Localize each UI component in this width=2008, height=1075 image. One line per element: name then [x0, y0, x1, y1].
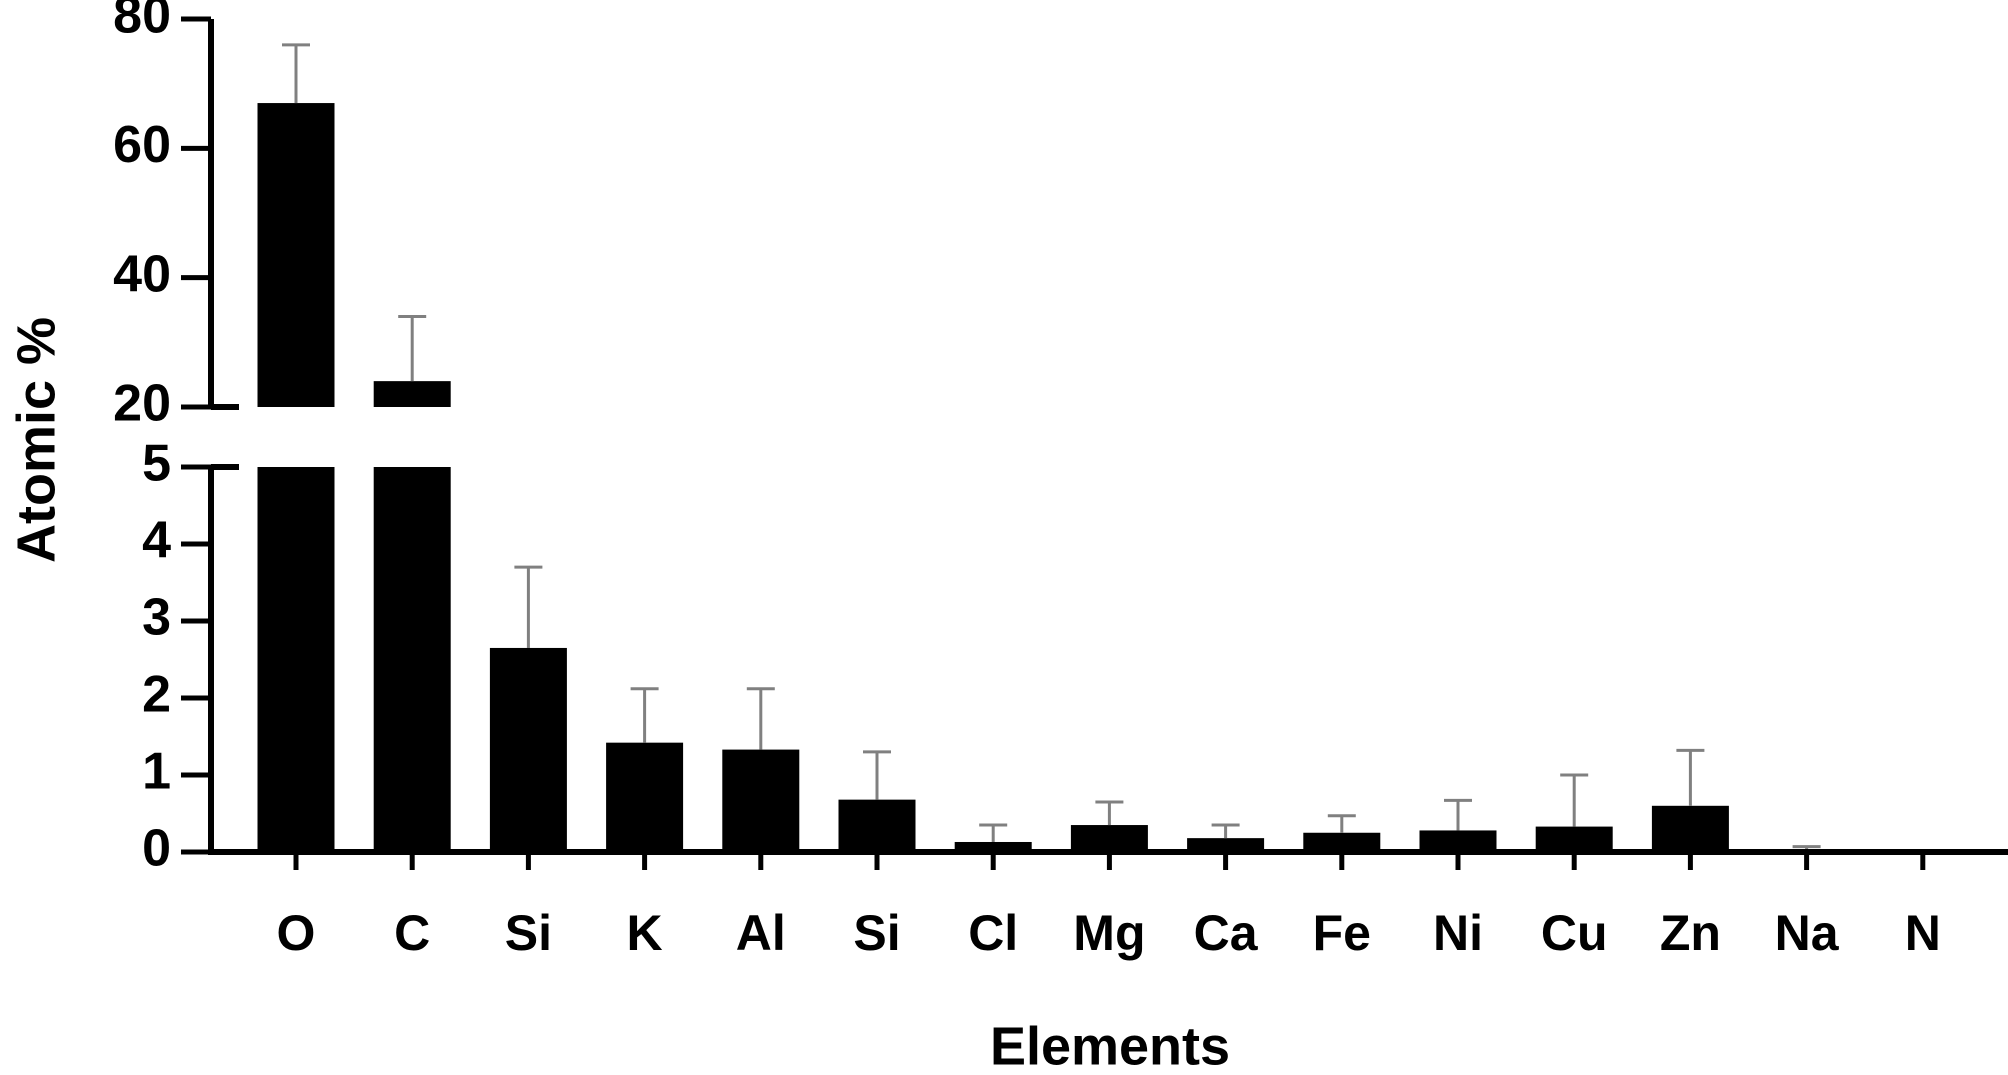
- y-axis-title: Atomic %: [6, 317, 66, 563]
- y-tick-label: 60: [113, 116, 171, 174]
- y-tick-label: 5: [142, 435, 171, 493]
- error-bar: [746, 687, 775, 750]
- y-tick-label: 80: [113, 0, 171, 45]
- error-bar: [1444, 798, 1472, 831]
- error-bar: [1327, 814, 1356, 833]
- x-tick-label: Ca: [1194, 905, 1259, 961]
- bar: [1303, 832, 1381, 852]
- error-bar: [514, 565, 543, 648]
- bar: [257, 467, 335, 852]
- x-tick-label: Fe: [1313, 905, 1371, 961]
- bar: [1651, 805, 1729, 852]
- x-tick-label: Si: [505, 905, 552, 961]
- x-tick-label: Na: [1775, 905, 1840, 961]
- x-tick-label: O: [277, 905, 316, 961]
- y-tick-label: 3: [142, 589, 171, 647]
- bar: [1070, 825, 1148, 852]
- error-bar: [1211, 823, 1240, 839]
- x-tick-label: Ni: [1433, 905, 1483, 961]
- y-tick-label: 0: [142, 820, 171, 878]
- y-tick-label: 2: [142, 666, 171, 724]
- error-bar: [1676, 748, 1705, 806]
- error-bar: [1095, 800, 1124, 826]
- bar: [1535, 826, 1613, 852]
- y-tick-label: 20: [113, 375, 171, 433]
- x-axis-title: Elements: [990, 1016, 1230, 1075]
- bar: [373, 467, 451, 852]
- y-tick-label: 4: [142, 512, 171, 570]
- x-tick-label: Zn: [1660, 905, 1721, 961]
- bar: [722, 749, 800, 852]
- x-tick-label: C: [394, 905, 430, 961]
- error-bar: [398, 314, 427, 382]
- error-bar: [630, 687, 659, 743]
- y-tick-label: 40: [113, 245, 171, 303]
- x-tick-label: K: [627, 905, 663, 961]
- bar: [838, 799, 916, 852]
- error-bar: [979, 823, 1008, 842]
- x-tick-label: Cu: [1541, 905, 1608, 961]
- error-bar: [1560, 773, 1589, 827]
- bar: [954, 841, 1032, 852]
- error-bar: [863, 750, 891, 800]
- y-tick-label: 1: [142, 743, 171, 801]
- error-bar: [282, 43, 310, 104]
- bar: [1187, 838, 1265, 852]
- bar: [489, 647, 567, 852]
- x-tick-label: N: [1905, 905, 1941, 961]
- x-tick-label: Si: [853, 905, 900, 961]
- x-tick-label: Al: [736, 905, 786, 961]
- x-tick-label: Mg: [1073, 905, 1145, 961]
- bar: [257, 103, 335, 408]
- x-tick-label: Cl: [968, 905, 1018, 961]
- bar: [373, 381, 451, 407]
- bar: [606, 742, 684, 852]
- bar: [1419, 830, 1497, 852]
